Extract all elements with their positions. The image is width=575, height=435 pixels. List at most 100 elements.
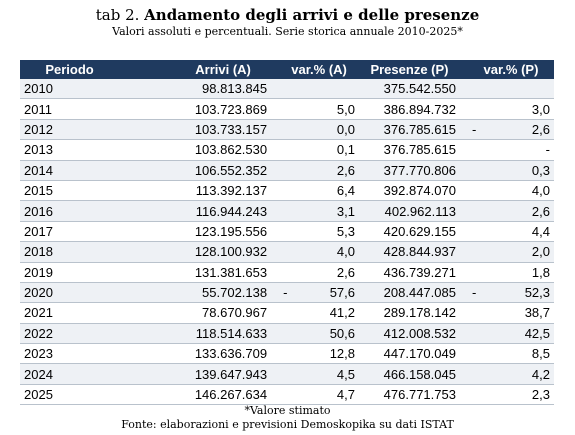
cell-arrivi: 78.670.967 (175, 302, 280, 324)
table-row: 2012 103.733.157 0,0 376.785.615- 2,6 (20, 119, 554, 141)
percent-value: 2,3 (531, 387, 550, 403)
cell-var-presenze: 4,4 (467, 221, 554, 243)
table-row: 2010 98.813.845 375.542.550 (20, 79, 554, 100)
percent-value: 4,5 (336, 366, 355, 382)
cell-presenze: 208.447.085 (359, 282, 468, 304)
cell-var-arrivi: 3,1 (279, 200, 359, 222)
percent-value: 2,6 (336, 264, 355, 280)
header-row: Periodo Arrivi (A) var.% (A) Presenze (P… (20, 60, 554, 79)
table-row: 2020 55.702.138-57,6 208.447.085-52,3 (20, 282, 554, 304)
percent-value: 4,4 (531, 223, 550, 239)
percent-value: 0,3 (531, 162, 550, 178)
percent-value: 4,7 (336, 387, 355, 403)
table-title: tab 2. Andamento degli arrivi e delle pr… (0, 6, 575, 24)
cell-arrivi: 113.392.137 (175, 180, 280, 202)
column-header-var-presenze: var.% (P) (467, 60, 554, 79)
cell-var-arrivi: 12,8 (279, 343, 359, 365)
cell-periodo: 2015 (20, 180, 176, 202)
table-heading: Andamento degli arrivi e delle presenze (144, 6, 480, 24)
table-row: 2018 128.100.932 4,0 428.844.937 2,0 (20, 241, 554, 263)
cell-periodo: 2022 (20, 323, 176, 345)
cell-arrivi: 133.636.709 (175, 343, 280, 365)
table-number: tab 2. (95, 6, 140, 24)
table-row: 2025 146.267.634 4,7 476.771.753 2,3 (20, 384, 554, 406)
cell-periodo: 2025 (20, 384, 176, 406)
table-body: 2010 98.813.845 375.542.550 2011 103.723.869… (20, 79, 554, 406)
cell-presenze: 420.629.155 (359, 221, 468, 243)
cell-arrivi: 131.381.653 (175, 262, 280, 283)
cell-periodo: 2021 (20, 302, 176, 324)
cell-var-presenze: - 2,6 (467, 119, 554, 141)
percent-value: 6,4 (336, 183, 355, 199)
cell-periodo: 2017 (20, 221, 176, 243)
cell-var-presenze: 42,5 (467, 323, 554, 345)
cell-periodo: 2020 (20, 282, 176, 304)
percent-value: 50,6 (329, 325, 355, 341)
cell-var-arrivi: - 57,6 (279, 282, 359, 304)
cell-periodo: 2010 (20, 79, 176, 100)
negative-sign: - (471, 285, 477, 301)
cell-periodo: 2023 (20, 343, 176, 365)
cell-var-presenze: 38,7 (467, 302, 554, 324)
cell-var-arrivi: 4,5 (279, 363, 359, 385)
percent-value: 41,2 (329, 305, 355, 321)
percent-value: 3,0 (531, 101, 550, 117)
table-row: 2019 131.381.653 2,6 436.739.271 1,8 (20, 262, 554, 283)
negative-sign: - (471, 121, 477, 137)
cell-var-presenze: 0,3 (467, 160, 554, 181)
cell-arrivi: 139.647.943 (175, 363, 280, 385)
cell-var-presenze: 4,0 (467, 180, 554, 202)
cell-presenze: 436.739.271 (359, 262, 468, 283)
percent-value: 2,0 (531, 244, 550, 260)
cell-var-arrivi: 4,7 (279, 384, 359, 406)
percent-value: 4,0 (336, 244, 355, 260)
percent-value: 0,1 (336, 142, 355, 158)
percent-value: 4,2 (531, 366, 550, 382)
table-row: 2016 116.944.243 3,1 402.962.113 2,6 (20, 200, 554, 222)
percent-value: 3,1 (336, 203, 355, 219)
cell-var-arrivi: 5,3 (279, 221, 359, 243)
cell-var-arrivi: 41,2 (279, 302, 359, 324)
cell-periodo: 2019 (20, 262, 176, 283)
column-header-var-arrivi: var.% (A) (279, 60, 359, 79)
cell-periodo: 2016 (20, 200, 176, 222)
cell-periodo: 2014 (20, 160, 176, 181)
cell-arrivi: 146.267.634 (175, 384, 280, 406)
percent-value: 2,6 (531, 203, 550, 219)
percent-value: 8,5 (531, 346, 550, 362)
negative-sign: - (283, 285, 288, 301)
title-block: tab 2. Andamento degli arrivi e delle pr… (0, 6, 575, 39)
cell-var-presenze: 2,3 (467, 384, 554, 406)
cell-arrivi: 106.552.352 (175, 160, 280, 181)
percent-value: 42,5 (524, 325, 550, 341)
percent-value: - (545, 142, 550, 158)
table-row: 2021 78.670.967 41,2 289.178.142 38,7 (20, 302, 554, 324)
cell-periodo: 2018 (20, 241, 176, 263)
table-row: 2017 123.195.556 5,3 420.629.155 4,4 (20, 221, 554, 243)
table-row: 2022 118.514.633 50,6 412.008.532 42,5 (20, 323, 554, 345)
cell-presenze: 476.771.753 (359, 384, 468, 406)
table-subtitle: Valori assoluti e percentuali. Serie sto… (112, 25, 463, 38)
percent-value: 52,3 (524, 285, 550, 301)
cell-var-arrivi: 2,6 (279, 160, 359, 181)
cell-presenze: 376.785.615 (359, 139, 468, 161)
cell-presenze: 412.008.532 (359, 323, 468, 345)
cell-var-presenze: 2,6 (467, 200, 554, 222)
cell-var-presenze: 1,8 (467, 262, 554, 283)
cell-arrivi: 98.813.845 (175, 79, 280, 100)
table-row: 2013 103.862.530 0,1 376.785.615 - (20, 139, 554, 161)
cell-var-arrivi: 5,0 (279, 98, 359, 120)
cell-var-presenze: 2,0 (467, 241, 554, 263)
column-header-periodo: Periodo (20, 60, 176, 79)
percent-value: 1,8 (531, 264, 550, 280)
cell-var-presenze: 4,2 (467, 363, 554, 385)
cell-arrivi: 103.733.157 (175, 119, 280, 141)
cell-presenze: 447.170.049 (359, 343, 468, 365)
percent-value: 2,6 (336, 162, 355, 178)
cell-arrivi: 118.514.633 (175, 323, 280, 345)
table-row: 2011 103.723.869 5,0 386.894.732 3,0 (20, 98, 554, 120)
cell-var-presenze: 3,0 (467, 98, 554, 120)
percent-value: 5,0 (336, 101, 355, 117)
cell-presenze: 428.844.937 (359, 241, 468, 263)
cell-var-presenze: 8,5 (467, 343, 554, 365)
